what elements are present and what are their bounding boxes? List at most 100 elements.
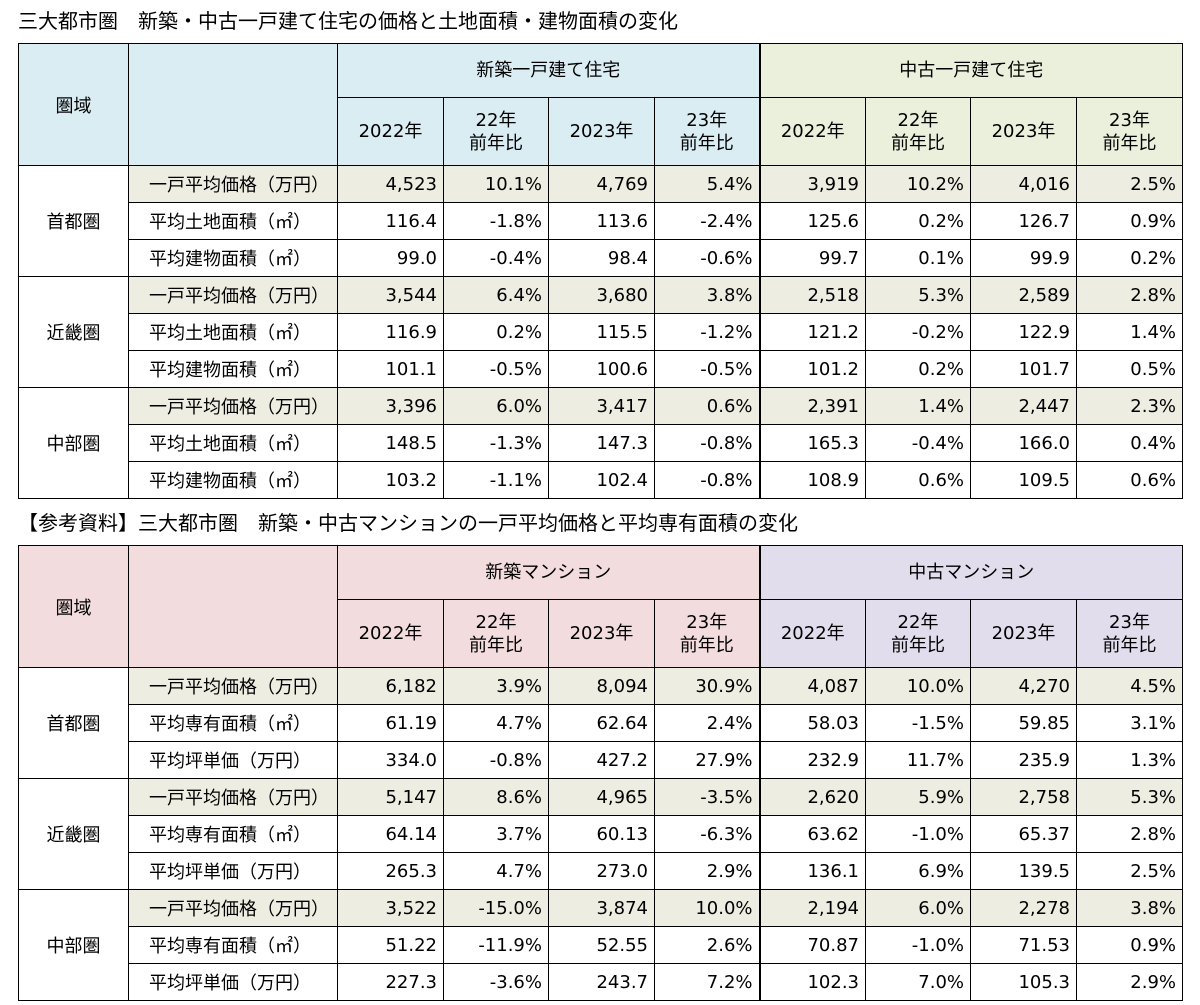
value-cell: 136.1: [758, 852, 866, 890]
group-header-new: 新築マンション: [337, 545, 760, 600]
group-header-used: 中古マンション: [758, 545, 1183, 600]
value-cell: -0.4%: [443, 239, 549, 277]
row-label: 一戸平均価格（万円）: [128, 276, 338, 314]
region-header: 圏域: [18, 545, 129, 668]
column-header: 2022年: [758, 599, 866, 668]
value-cell: 4,965: [548, 778, 655, 816]
value-cell: -15.0%: [443, 889, 549, 927]
value-cell: 27.9%: [654, 741, 760, 779]
column-header: 22年 前年比: [443, 599, 549, 668]
value-cell: 1.3%: [1076, 741, 1183, 779]
row-label: 平均建物面積（㎡）: [128, 461, 338, 499]
table-row: 首都圏 平均土地面積（㎡） 116.4 -1.8% 113.6 -2.4% 125.6 0.2…: [18, 202, 1183, 240]
column-header: 23年 前年比: [654, 97, 760, 166]
value-cell: 5,147: [337, 778, 444, 816]
value-cell: 1.4%: [1076, 313, 1183, 351]
value-cell: 3.8%: [654, 276, 760, 314]
column-header: 2023年: [970, 97, 1077, 166]
region-cell: [18, 667, 129, 705]
value-cell: -11.9%: [443, 926, 549, 964]
table-row: 一戸平均価格（万円） 5,147 8.6% 4,965 -3.5% 2,620 5.9% 2,…: [18, 778, 1183, 816]
value-cell: 1.4%: [865, 387, 971, 425]
value-cell: 147.3: [548, 424, 655, 462]
column-header: 22年 前年比: [865, 599, 971, 668]
value-cell: 2.8%: [1076, 276, 1183, 314]
column-header: 2023年: [548, 599, 655, 668]
value-cell: 115.5: [548, 313, 655, 351]
row-label: 一戸平均価格（万円）: [128, 667, 338, 705]
value-cell: 100.6: [548, 350, 655, 388]
value-cell: 227.3: [337, 963, 444, 1001]
detached-house-table: 圏域 新築一戸建て住宅 中古一戸建て住宅 2022年 22年 前年比 2023年 …: [18, 43, 1183, 499]
table-row: 一戸平均価格（万円） 3,544 6.4% 3,680 3.8% 2,518 5.3% 2,5…: [18, 276, 1183, 314]
region-cell: 首都圏: [18, 704, 129, 742]
value-cell: 3.8%: [1076, 889, 1183, 927]
value-cell: 243.7: [548, 963, 655, 1001]
row-label: 平均土地面積（㎡）: [128, 313, 338, 351]
value-cell: 2,194: [758, 889, 866, 927]
value-cell: 5.3%: [865, 276, 971, 314]
item-header: [128, 545, 338, 668]
table-row: 平均坪単価（万円） 265.3 4.7% 273.0 2.9% 136.1 6.9% 139.…: [18, 852, 1183, 890]
row-label: 平均専有面積（㎡）: [128, 815, 338, 853]
table-row: 近畿圏 平均専有面積（㎡） 64.14 3.7% 60.13 -6.3% 63.62 -1.0…: [18, 815, 1183, 853]
value-cell: 4,087: [758, 667, 866, 705]
region-cell: 近畿圏: [18, 313, 129, 351]
value-cell: 58.03: [758, 704, 866, 742]
column-header: 23年 前年比: [654, 599, 760, 668]
region-cell: [18, 963, 129, 1001]
value-cell: 105.3: [970, 963, 1077, 1001]
value-cell: 2.5%: [1076, 852, 1183, 890]
value-cell: 102.3: [758, 963, 866, 1001]
value-cell: 8,094: [548, 667, 655, 705]
value-cell: 3,680: [548, 276, 655, 314]
value-cell: 2,518: [758, 276, 866, 314]
column-header: 23年 前年比: [1076, 599, 1183, 668]
table-row: 平均建物面積（㎡） 103.2 -1.1% 102.4 -0.8% 108.9 0.6% 10…: [18, 461, 1183, 499]
row-label: 平均土地面積（㎡）: [128, 202, 338, 240]
value-cell: 101.7: [970, 350, 1077, 388]
value-cell: 70.87: [758, 926, 866, 964]
value-cell: 99.7: [758, 239, 866, 277]
value-cell: 0.9%: [1076, 202, 1183, 240]
row-label: 一戸平均価格（万円）: [128, 778, 338, 816]
value-cell: 334.0: [337, 741, 444, 779]
group-header-new: 新築一戸建て住宅: [337, 43, 760, 98]
value-cell: 2.6%: [654, 926, 760, 964]
row-label: 一戸平均価格（万円）: [128, 387, 338, 425]
table-row: 一戸平均価格（万円） 6,182 3.9% 8,094 30.9% 4,087 10.0% 4…: [18, 667, 1183, 705]
condominium-table: 圏域 新築マンション 中古マンション 2022年 22年 前年比 2023年 23…: [18, 545, 1183, 1001]
value-cell: 4.5%: [1076, 667, 1183, 705]
value-cell: 116.4: [337, 202, 444, 240]
value-cell: -0.5%: [443, 350, 549, 388]
value-cell: 7.2%: [654, 963, 760, 1001]
value-cell: 2,391: [758, 387, 866, 425]
value-cell: 30.9%: [654, 667, 760, 705]
value-cell: 10.1%: [443, 165, 549, 203]
value-cell: 165.3: [758, 424, 866, 462]
region-header: 圏域: [18, 43, 129, 166]
value-cell: 62.64: [548, 704, 655, 742]
table-row: 一戸平均価格（万円） 3,522 -15.0% 3,874 10.0% 2,194 6.0%…: [18, 889, 1183, 927]
region-cell: [18, 350, 129, 388]
value-cell: 10.0%: [865, 667, 971, 705]
value-cell: 7.0%: [865, 963, 971, 1001]
row-label: 一戸平均価格（万円）: [128, 165, 338, 203]
value-cell: 273.0: [548, 852, 655, 890]
value-cell: -1.2%: [654, 313, 760, 351]
row-label: 一戸平均価格（万円）: [128, 889, 338, 927]
value-cell: -0.5%: [654, 350, 760, 388]
value-cell: 0.6%: [1076, 461, 1183, 499]
value-cell: 121.2: [758, 313, 866, 351]
column-header: 23年 前年比: [1076, 97, 1183, 166]
value-cell: 64.14: [337, 815, 444, 853]
value-cell: 2,620: [758, 778, 866, 816]
value-cell: 4,523: [337, 165, 444, 203]
value-cell: 4,769: [548, 165, 655, 203]
value-cell: 0.4%: [1076, 424, 1183, 462]
column-header: 2023年: [970, 599, 1077, 668]
value-cell: 2.4%: [654, 704, 760, 742]
value-cell: 0.1%: [865, 239, 971, 277]
value-cell: 139.5: [970, 852, 1077, 890]
column-header: 2022年: [758, 97, 866, 166]
